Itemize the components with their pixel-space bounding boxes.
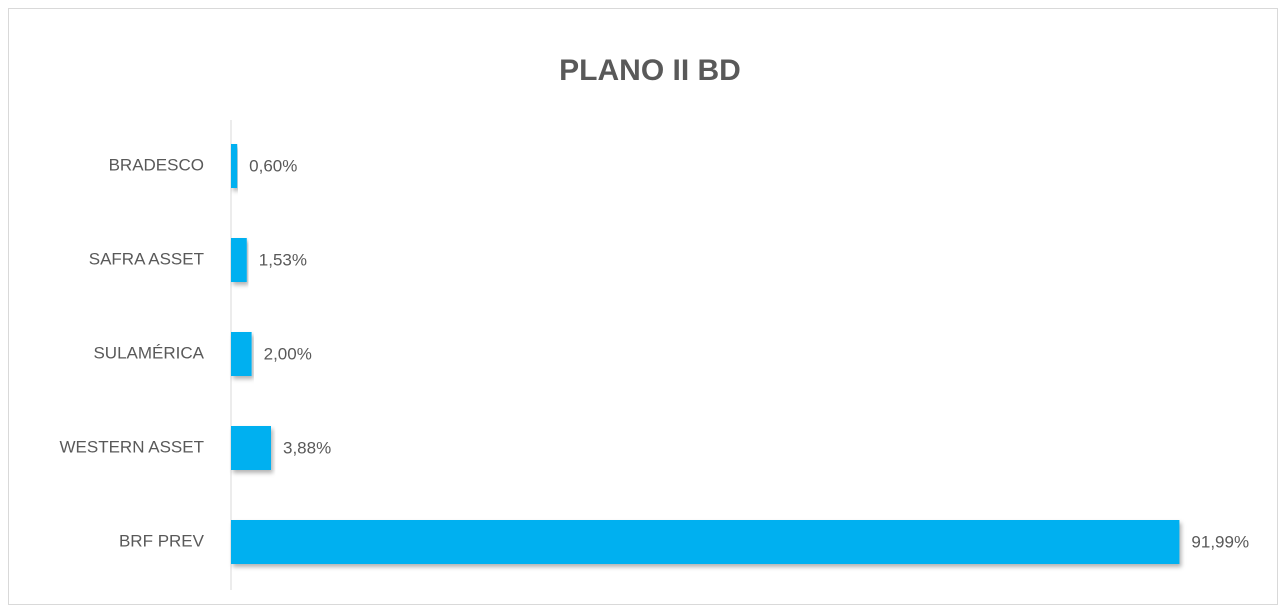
y-tick-label: BRF PREV	[119, 531, 205, 550]
bar	[231, 144, 238, 188]
value-label: 0,60%	[249, 156, 297, 175]
value-label: 3,88%	[283, 438, 331, 457]
chart-title: PLANO II BD	[559, 54, 741, 87]
bar	[231, 426, 272, 470]
bar	[231, 332, 252, 376]
value-label: 2,00%	[264, 344, 312, 363]
value-label: 1,53%	[259, 250, 307, 269]
bar	[231, 238, 247, 282]
y-tick-label: SULAMÉRICA	[93, 343, 204, 362]
bar	[231, 520, 1180, 564]
chart-frame	[8, 8, 1278, 605]
value-label: 91,99%	[1191, 532, 1249, 551]
y-tick-label: BRADESCO	[109, 155, 204, 174]
y-tick-label: SAFRA ASSET	[89, 249, 204, 268]
y-tick-label: WESTERN ASSET	[59, 437, 204, 456]
